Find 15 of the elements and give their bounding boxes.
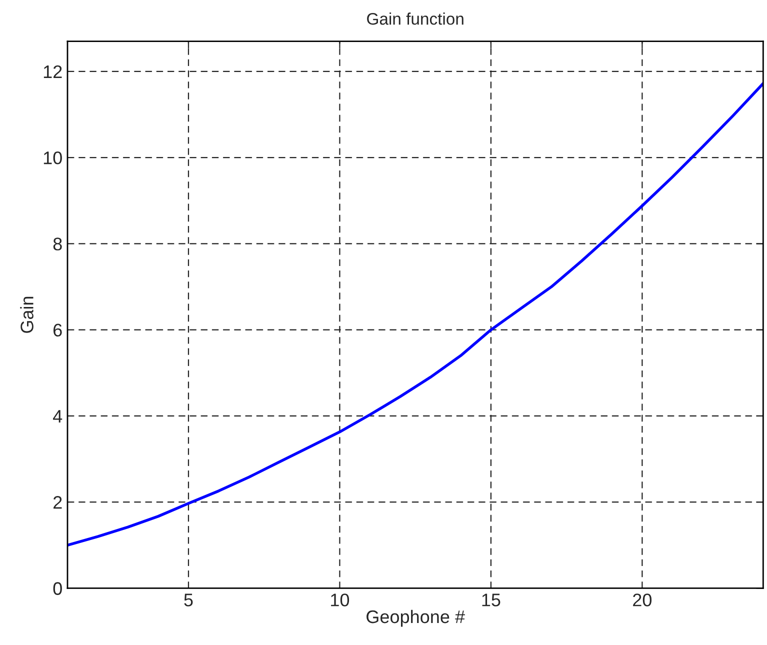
y-tick-label: 2	[54, 496, 62, 509]
y-axis-title: Gain	[20, 296, 34, 333]
y-tick-label: 4	[53, 410, 62, 423]
x-tick-label: 15	[482, 594, 500, 606]
y-tick-label: 10	[44, 151, 62, 164]
y-tick-label: 12	[44, 65, 62, 78]
y-tick-label: 6	[54, 324, 62, 337]
chart-title: Gain function	[367, 12, 464, 25]
x-axis-title: Geophone #	[366, 610, 465, 627]
y-tick-label: 8	[53, 238, 62, 250]
x-tick-label: 5	[184, 594, 193, 606]
x-tick-label: 20	[633, 594, 652, 606]
y-tick-label: 0	[53, 582, 62, 595]
line-series	[67, 82, 764, 547]
x-tick-label: 10	[331, 594, 350, 606]
